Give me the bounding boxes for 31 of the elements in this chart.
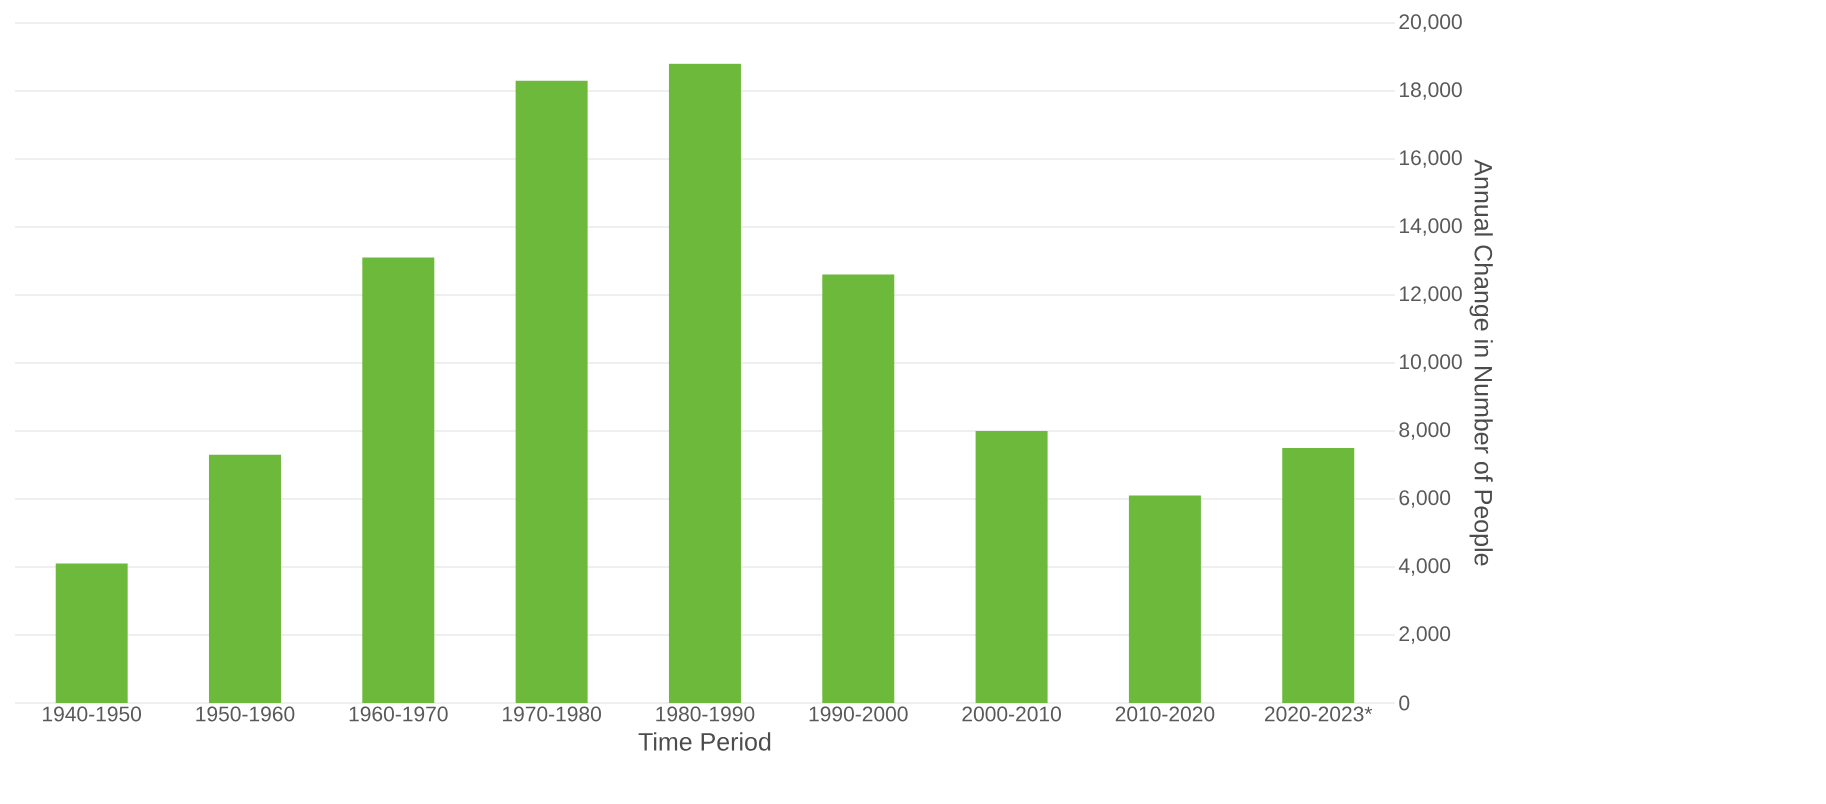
bar xyxy=(208,454,281,703)
x-tick-label: 1990-2000 xyxy=(809,706,908,722)
y-tick-label: 18,000 xyxy=(1400,82,1462,100)
x-tick-label: 1950-1960 xyxy=(196,706,295,722)
y-axis-title: Annual Change in Number of People xyxy=(1469,159,1493,566)
y-tick-label: 4,000 xyxy=(1398,558,1451,576)
y-tick-label: 10,000 xyxy=(1400,354,1462,372)
y-tick-label: 8,000 xyxy=(1399,422,1451,440)
x-axis-title: Time Period xyxy=(638,732,771,751)
x-tick-label: 2000-2010 xyxy=(962,706,1061,722)
x-tick-label: 2010-2020 xyxy=(1115,706,1215,722)
y-tick-label: 6,000 xyxy=(1399,490,1451,508)
bar xyxy=(1128,495,1201,703)
y-tick-label: 12,000 xyxy=(1400,286,1462,304)
y-tick-label: 20,000 xyxy=(1399,14,1462,32)
x-tick-label: 2020-2023* xyxy=(1264,706,1373,722)
bar xyxy=(55,563,128,703)
y-tick-label: 2,000 xyxy=(1399,626,1451,644)
bar xyxy=(668,63,741,703)
y-tick-label: 14,000 xyxy=(1400,218,1462,236)
y-tick-label: 0 xyxy=(1399,695,1410,711)
bar xyxy=(1282,448,1355,703)
x-tick-label: 1940-1950 xyxy=(43,706,142,722)
x-tick-label: 1970-1980 xyxy=(503,706,601,722)
bar xyxy=(975,431,1048,703)
bar xyxy=(822,274,895,703)
x-tick-label: 1960-1970 xyxy=(349,706,448,722)
bar xyxy=(362,257,435,703)
y-tick-label: 16,000 xyxy=(1400,150,1462,168)
x-tick-label: 1980-1990 xyxy=(656,706,755,722)
bar xyxy=(515,80,588,703)
